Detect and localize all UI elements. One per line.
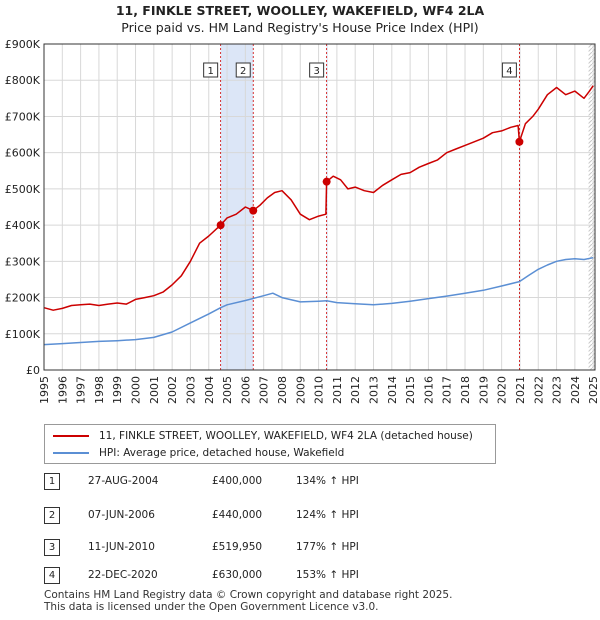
plot-frame	[43, 43, 596, 371]
sale-price: £519,950	[212, 541, 263, 553]
x-tick-label: 2012	[349, 376, 362, 404]
x-tick-label: 2006	[239, 376, 252, 404]
footer-line-2: This data is licensed under the Open Gov…	[44, 601, 379, 613]
sale-row: 3 11-JUN-2010 £519,950 177% ↑ HPI	[44, 538, 564, 558]
sale-point	[515, 137, 524, 146]
x-tick-label: 2011	[331, 376, 344, 404]
sale-date: 22-DEC-2020	[88, 569, 158, 581]
x-tick-label: 2013	[368, 376, 381, 404]
y-tick-label: £200K	[5, 292, 41, 305]
legend-item-hpi: HPI: Average price, detached house, Wake…	[53, 445, 344, 461]
sale-hpi-change: 124% ↑ HPI	[296, 509, 359, 521]
y-tick-label: £700K	[5, 110, 41, 123]
y-tick-label: £900K	[5, 38, 41, 51]
x-tick-label: 2022	[532, 376, 545, 404]
sale-date: 07-JUN-2006	[88, 509, 155, 521]
sale-number: 1	[44, 473, 60, 490]
y-tick-label: £400K	[5, 219, 41, 232]
hpi-line	[43, 256, 594, 346]
footer-line-1: Contains HM Land Registry data © Crown c…	[44, 589, 453, 601]
sale-number: 3	[44, 539, 60, 556]
x-tick-label: 2000	[130, 376, 143, 404]
x-tick-label: 2024	[569, 376, 582, 404]
sale-price: £440,000	[212, 509, 263, 521]
legend-label-hpi: HPI: Average price, detached house, Wake…	[99, 447, 345, 459]
sale-price: £630,000	[212, 569, 263, 581]
sale-marker-box	[309, 62, 325, 78]
y-tick-label: £600K	[5, 147, 41, 160]
sale-row: 1 27-AUG-2004 £400,000 134% ↑ HPI	[44, 472, 564, 492]
x-tick-label: 1997	[75, 376, 88, 404]
sale-row: 4 22-DEC-2020 £630,000 153% ↑ HPI	[44, 566, 564, 586]
x-tick-label: 2004	[203, 376, 216, 404]
y-tick-label: £300K	[5, 255, 41, 268]
sale-date: 11-JUN-2010	[88, 541, 155, 553]
sale-hpi-change: 134% ↑ HPI	[296, 475, 359, 487]
legend-item-property: 11, FINKLE STREET, WOOLLEY, WAKEFIELD, W…	[53, 428, 473, 444]
x-tick-label: 2009	[294, 376, 307, 404]
sale-date: 27-AUG-2004	[88, 475, 159, 487]
x-tick-label: 2017	[441, 376, 454, 404]
x-tick-label: 2025	[587, 376, 600, 404]
y-tick-label: £800K	[5, 74, 41, 87]
x-tick-label: 1996	[56, 376, 69, 404]
sale-marker-label: 4	[506, 66, 512, 77]
sale-marker-label: 1	[207, 66, 213, 77]
x-tick-label: 1999	[111, 376, 124, 404]
x-tick-label: 2016	[422, 376, 435, 404]
x-tick-label: 2003	[184, 376, 197, 404]
sale-marker-label: 2	[240, 66, 246, 77]
sale-hpi-change: 153% ↑ HPI	[296, 569, 359, 581]
forecast-hatch	[588, 44, 595, 370]
legend-swatch-property	[53, 435, 89, 437]
sale-point	[216, 221, 225, 230]
sale-point	[249, 206, 258, 215]
sale-period-shade	[326, 44, 328, 370]
chart-title: 11, FINKLE STREET, WOOLLEY, WAKEFIELD, W…	[115, 3, 485, 18]
sale-point	[322, 177, 331, 186]
x-tick-label: 2014	[386, 376, 399, 404]
x-tick-label: 2007	[258, 376, 271, 404]
legend-label-property: 11, FINKLE STREET, WOOLLEY, WAKEFIELD, W…	[99, 430, 473, 442]
x-tick-label: 2001	[148, 376, 161, 404]
x-tick-label: 2002	[166, 376, 179, 404]
x-tick-label: 2015	[404, 376, 417, 404]
x-tick-label: 2020	[496, 376, 509, 404]
x-tick-label: 2019	[477, 376, 490, 404]
sale-number: 4	[44, 567, 60, 584]
x-tick-label: 2005	[221, 376, 234, 404]
x-tick-label: 2023	[551, 376, 564, 404]
sale-period-shade	[220, 44, 254, 370]
sale-number: 2	[44, 507, 60, 524]
x-tick-label: 1995	[38, 376, 51, 404]
x-tick-label: 2010	[313, 376, 326, 404]
sale-marker-box	[235, 62, 251, 78]
sale-hpi-change: 177% ↑ HPI	[296, 541, 359, 553]
sale-marker-box	[203, 62, 219, 78]
sale-marker-label: 3	[313, 66, 319, 77]
sale-marker-box	[501, 62, 517, 78]
y-tick-label: £500K	[5, 183, 41, 196]
legend: 11, FINKLE STREET, WOOLLEY, WAKEFIELD, W…	[44, 424, 496, 464]
footer-attribution: Contains HM Land Registry data © Crown c…	[44, 589, 452, 613]
y-tick-label: £100K	[5, 328, 41, 341]
x-tick-label: 2021	[514, 376, 527, 404]
chart-subtitle: Price paid vs. HM Land Registry's House …	[121, 20, 479, 35]
x-tick-label: 2018	[459, 376, 472, 404]
sale-price: £400,000	[212, 475, 263, 487]
y-tick-label: £0	[26, 364, 40, 377]
x-tick-label: 2008	[276, 376, 289, 404]
sale-row: 2 07-JUN-2006 £440,000 124% ↑ HPI	[44, 506, 564, 526]
legend-swatch-hpi	[53, 452, 89, 454]
x-tick-label: 1998	[93, 376, 106, 404]
price-chart: £0 £100K £200K £300K £400K £500K £600K £700K £80…	[5, 38, 600, 404]
